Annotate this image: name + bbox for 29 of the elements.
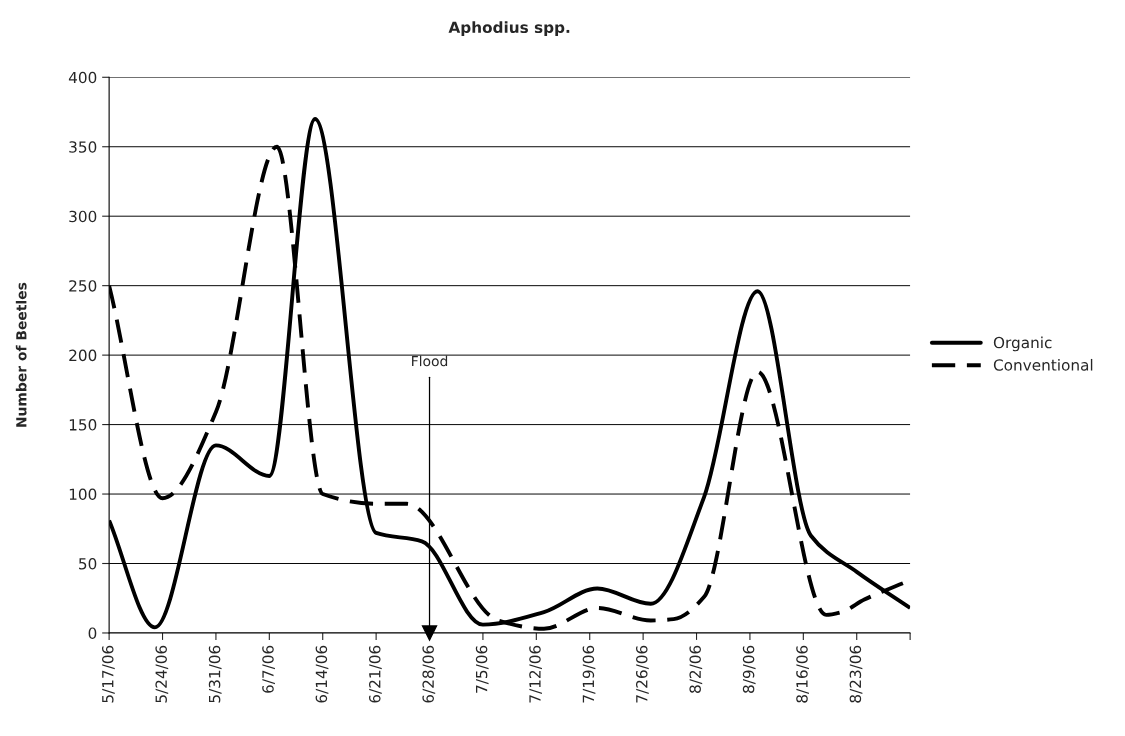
x-tick-label: 8/2/06 <box>689 645 703 693</box>
x-tick-label: 8/9/06 <box>742 645 756 693</box>
y-tick-label: 250 <box>69 280 97 292</box>
y-tick-label: 50 <box>79 557 97 570</box>
x-tick-label: 6/7/06 <box>262 645 275 693</box>
x-tick-label: 5/31/06 <box>208 645 222 703</box>
x-tick-label: 6/14/06 <box>315 645 329 703</box>
x-tick-label: 7/19/06 <box>582 645 596 703</box>
y-axis-title: Number of Beetles <box>15 282 27 427</box>
legend-label: Conventional <box>993 358 1093 371</box>
y-tick-label: 400 <box>68 71 97 84</box>
x-tick-label: 7/26/06 <box>636 645 649 703</box>
x-tick-label: 6/28/06 <box>422 645 436 703</box>
y-tick-label: 300 <box>69 210 97 223</box>
y-tick-label: 150 <box>69 419 97 431</box>
y-tick-label: 200 <box>69 349 97 362</box>
x-tick-label: 6/21/06 <box>369 645 382 703</box>
y-tick-label: 100 <box>69 488 97 501</box>
y-tick-label: 0 <box>88 627 97 639</box>
y-tick-label: 350 <box>69 141 97 153</box>
x-tick-label: 7/5/06 <box>475 645 489 693</box>
legend-label: Organic <box>993 336 1052 352</box>
ref-line-label: Flood <box>412 355 448 367</box>
x-tick-label: 5/17/06 <box>102 645 115 703</box>
x-tick-label: 8/16/06 <box>796 645 809 703</box>
x-tick-label: 7/12/06 <box>529 645 542 703</box>
x-tick-label: 8/23/06 <box>849 645 863 703</box>
chart-title: Aphodius spp. <box>448 21 570 37</box>
x-tick-label: 5/24/06 <box>155 645 169 703</box>
